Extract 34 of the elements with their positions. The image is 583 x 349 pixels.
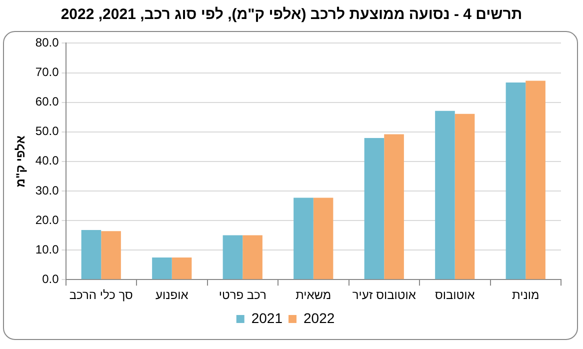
bar bbox=[454, 114, 475, 280]
bar bbox=[506, 82, 526, 280]
y-tick-label: 0.0 bbox=[42, 272, 60, 286]
y-tick-label: 60.0 bbox=[35, 94, 60, 109]
y-tick-label: 70.0 bbox=[35, 65, 60, 80]
y-tick-label: 50.0 bbox=[35, 124, 60, 138]
bar bbox=[526, 80, 546, 280]
x-tick-label: משאית bbox=[296, 288, 332, 302]
chart-title: תרשים 4 - נסועה ממוצעת לרכב (אלפי ק"מ), לפי סוג רכב, 2021, 2022 bbox=[60, 5, 524, 25]
x-tick-label: אוטובוס bbox=[434, 288, 476, 302]
x-tick-label: אופנוע bbox=[156, 288, 189, 302]
bar bbox=[294, 198, 314, 280]
bar bbox=[172, 257, 192, 280]
bar bbox=[242, 235, 262, 280]
y-tick-label: 30.0 bbox=[35, 183, 60, 198]
x-tick-label: רכב פרטי bbox=[218, 288, 266, 302]
y-tick-label: 40.0 bbox=[35, 154, 60, 168]
legend-label: 2021 bbox=[251, 310, 283, 326]
x-tick-label: סך כלי הרכב bbox=[69, 288, 134, 302]
bar bbox=[313, 198, 334, 280]
y-tick-label: 20.0 bbox=[35, 212, 60, 227]
bar bbox=[384, 134, 404, 280]
y-tick-label: 80.0 bbox=[35, 36, 60, 50]
bar bbox=[435, 110, 455, 280]
x-tick-label: אוטובוס זעיר bbox=[352, 288, 416, 302]
y-axis-title: אלפי ק"מ bbox=[14, 136, 28, 188]
bar bbox=[364, 138, 384, 280]
bar bbox=[152, 257, 172, 280]
bar bbox=[81, 230, 102, 280]
bar bbox=[101, 231, 121, 280]
legend-label: 2022 bbox=[304, 310, 335, 326]
y-tick-label: 10.0 bbox=[35, 242, 60, 256]
bar bbox=[222, 235, 243, 280]
x-tick-label: מונית bbox=[512, 288, 540, 302]
